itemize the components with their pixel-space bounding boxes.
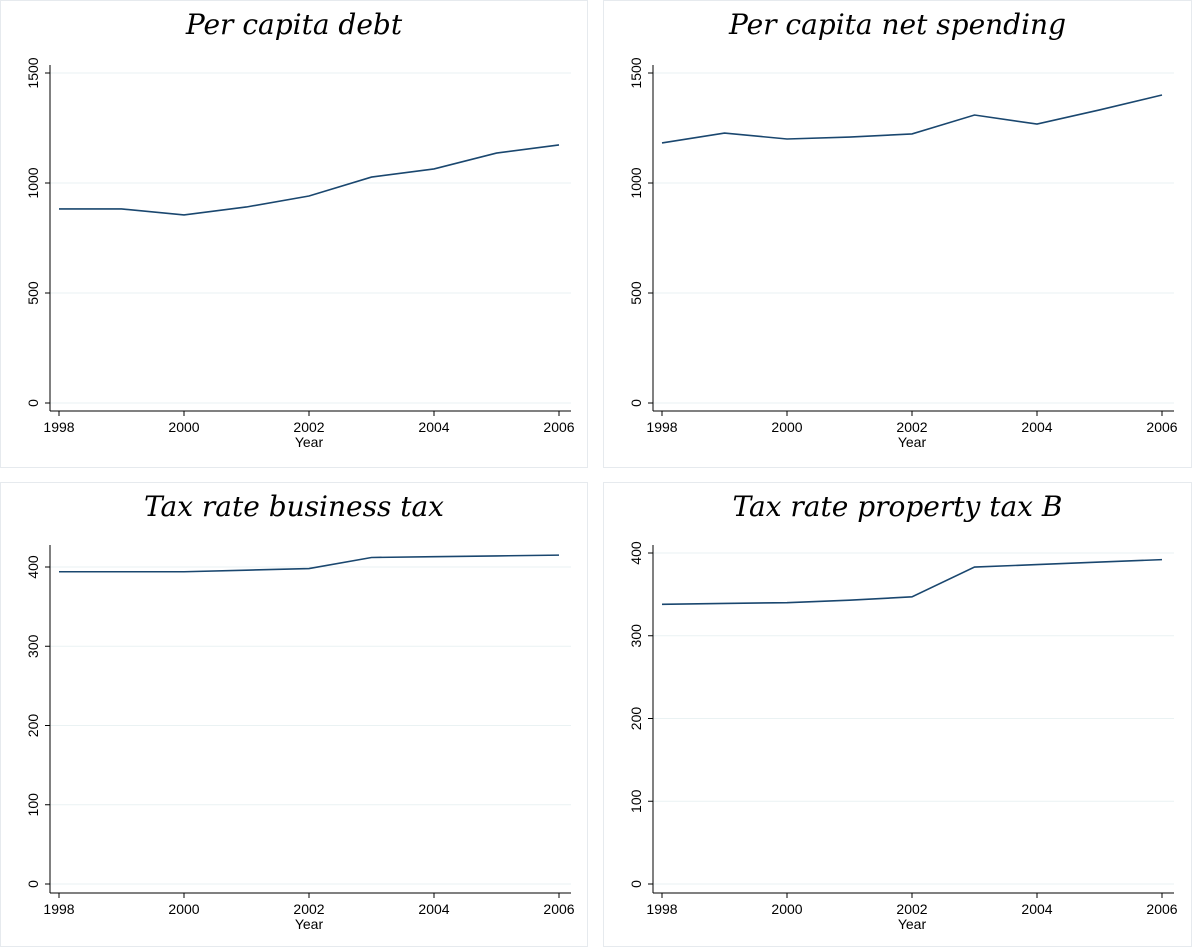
x-tick-label: 2002 xyxy=(896,901,927,917)
x-tick-label: 2006 xyxy=(543,419,574,435)
y-tick-label: 200 xyxy=(628,707,644,731)
x-tick-label: 2004 xyxy=(1021,419,1052,435)
y-tick-label: 1500 xyxy=(25,57,41,88)
y-tick-label: 1500 xyxy=(628,57,644,88)
y-tick-label: 0 xyxy=(628,399,644,407)
data-line xyxy=(661,558,1163,606)
y-tick-label: 100 xyxy=(25,793,41,817)
x-tick-label: 2000 xyxy=(771,419,802,435)
x-tick-label: 2002 xyxy=(293,419,324,435)
chart-title: Tax rate business tax xyxy=(144,490,444,523)
chart-title: Per capita net spending xyxy=(728,8,1066,41)
y-tick-label: 400 xyxy=(628,541,644,565)
x-tick-label: 2004 xyxy=(418,901,449,917)
x-tick-label: 1998 xyxy=(43,901,74,917)
y-tick-label: 1000 xyxy=(25,167,41,198)
x-tick-label: 1998 xyxy=(646,901,677,917)
y-tick-label: 300 xyxy=(628,624,644,648)
y-tick-label: 300 xyxy=(25,634,41,658)
data-line xyxy=(59,144,560,216)
x-tick-label: 2006 xyxy=(543,901,574,917)
chart-title: Per capita debt xyxy=(185,8,403,41)
x-tick-label: 2006 xyxy=(1146,901,1177,917)
chart-title: Tax rate property tax B xyxy=(733,490,1063,523)
x-axis-label: Year xyxy=(898,434,927,450)
x-axis-label: Year xyxy=(295,916,324,932)
x-tick-label: 2000 xyxy=(168,419,199,435)
x-tick-label: 2000 xyxy=(771,901,802,917)
panel-frame xyxy=(603,482,1192,947)
x-tick-label: 2002 xyxy=(293,901,324,917)
y-tick-label: 1000 xyxy=(628,167,644,198)
y-tick-label: 0 xyxy=(628,880,644,888)
x-tick-label: 2004 xyxy=(418,419,449,435)
x-tick-label: 2004 xyxy=(1021,901,1052,917)
y-tick-label: 200 xyxy=(25,714,41,738)
x-tick-label: 2000 xyxy=(168,901,199,917)
panel-frame xyxy=(603,0,1192,468)
x-axis-label: Year xyxy=(898,916,927,932)
y-tick-label: 500 xyxy=(628,281,644,305)
panel-frame xyxy=(0,482,588,947)
y-tick-label: 400 xyxy=(25,555,41,579)
y-tick-label: 500 xyxy=(25,281,41,305)
x-axis-label: Year xyxy=(295,434,324,450)
x-tick-label: 2006 xyxy=(1146,419,1177,435)
data-line xyxy=(661,94,1163,144)
y-tick-label: 0 xyxy=(25,399,41,407)
x-tick-label: 1998 xyxy=(43,419,74,435)
x-tick-label: 1998 xyxy=(646,419,677,435)
x-tick-label: 2002 xyxy=(896,419,927,435)
y-tick-label: 100 xyxy=(628,789,644,813)
panel-frame xyxy=(0,0,588,468)
y-tick-label: 0 xyxy=(25,880,41,888)
data-line xyxy=(59,554,560,573)
